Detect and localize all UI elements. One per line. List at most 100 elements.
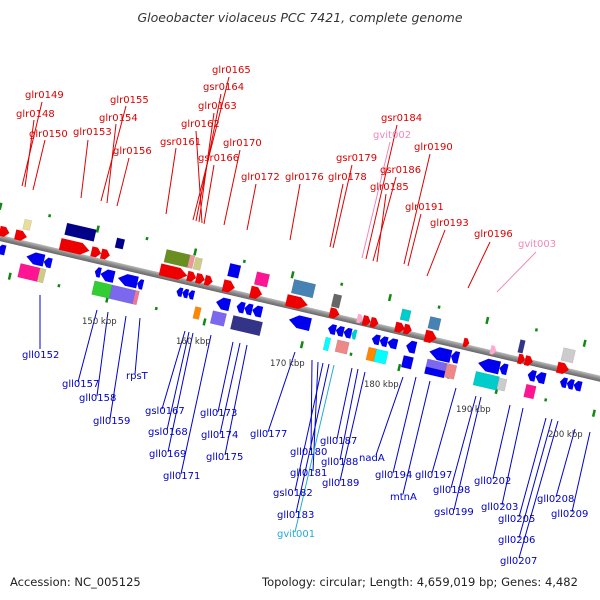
gene-feature[interactable] [443,363,458,380]
reverse-gene-arrow[interactable] [99,268,116,283]
gene-feature[interactable] [209,310,227,327]
forward-gene-label[interactable]: gsr0161 [160,137,201,148]
forward-gene-arrow[interactable] [361,315,372,327]
forward-gene-label[interactable]: glr0178 [328,172,367,183]
gene-feature[interactable] [517,339,526,354]
reverse-gene-arrow[interactable] [559,377,568,389]
reverse-gene-label[interactable]: rpsT [126,371,149,382]
reverse-gene-label[interactable]: gll0157 [62,379,99,390]
reverse-gene-label[interactable]: gll0159 [93,416,130,427]
reverse-gene-label[interactable]: gll0177 [250,429,287,440]
forward-gene-label[interactable]: glr0190 [414,142,453,153]
gene-feature[interactable] [17,263,41,282]
reverse-gene-label[interactable]: gll0208 [537,494,574,505]
forward-gene-label[interactable]: glr0150 [29,129,68,140]
reverse-gene-arrow[interactable] [187,290,196,300]
reverse-gene-label[interactable]: gll0169 [149,449,186,460]
reverse-gene-arrow[interactable] [405,340,418,354]
reverse-gene-arrow[interactable] [288,313,312,332]
forward-gene-arrow[interactable] [369,316,380,329]
reverse-gene-label[interactable]: gll0197 [415,470,452,481]
reverse-gene-label[interactable]: gll0158 [79,393,116,404]
reverse-gene-label[interactable]: gll0202 [474,476,511,487]
gene-feature[interactable] [472,370,500,391]
reverse-gene-label[interactable]: gll0181 [290,468,327,479]
reverse-gene-arrow[interactable] [94,267,102,278]
reverse-gene-label[interactable]: gll0207 [500,556,537,567]
forward-gene-label[interactable]: gsr0164 [203,82,244,93]
gene-feature[interactable] [227,262,242,279]
forward-gene-arrow[interactable] [14,229,28,242]
forward-gene-label[interactable]: glr0170 [223,138,262,149]
forward-gene-arrow[interactable] [249,285,263,300]
reverse-gene-arrow[interactable] [335,325,345,337]
gene-feature[interactable] [108,284,136,305]
gene-feature[interactable] [114,237,126,250]
reverse-gene-label[interactable]: gll0198 [433,485,470,496]
reverse-gene-arrow[interactable] [243,303,254,316]
reverse-gene-arrow[interactable] [327,323,337,335]
reverse-gene-label[interactable]: gll0187 [320,436,357,447]
forward-gene-label[interactable]: gsr0184 [381,113,422,124]
forward-gene-arrow[interactable] [99,248,111,261]
forward-gene-arrow[interactable] [186,270,197,283]
reverse-gene-label[interactable]: gll0175 [206,452,243,463]
forward-gene-arrow[interactable] [394,321,406,334]
gene-feature[interactable] [186,254,196,269]
reverse-gene-label[interactable]: gll0180 [290,447,327,458]
forward-gene-arrow[interactable] [462,337,470,348]
reverse-gene-arrow[interactable] [215,296,232,312]
reverse-gene-arrow[interactable] [526,369,537,382]
forward-gene-arrow[interactable] [203,275,214,287]
forward-gene-label[interactable]: glr0162 [181,119,220,130]
forward-gene-label[interactable]: glr0163 [198,101,237,112]
forward-gene-arrow[interactable] [90,246,102,258]
reverse-gene-arrow[interactable] [350,329,358,340]
reverse-gene-arrow[interactable] [450,350,461,364]
reverse-gene-label[interactable]: gvit001 [277,529,315,540]
gene-feature[interactable] [330,293,343,309]
gene-feature[interactable] [91,280,113,299]
forward-gene-arrow[interactable] [402,323,413,336]
gene-feature[interactable] [64,222,97,242]
reverse-gene-arrow[interactable] [175,287,184,297]
reverse-gene-label[interactable]: mtnA [390,492,417,503]
forward-gene-arrow[interactable] [194,272,206,285]
reverse-gene-arrow[interactable] [117,272,139,289]
forward-gene-label[interactable]: glr0153 [73,127,112,138]
gene-feature[interactable] [427,316,442,331]
reverse-gene-arrow[interactable] [477,357,501,375]
gene-feature[interactable] [373,348,389,365]
reverse-gene-arrow[interactable] [342,327,353,339]
gene-feature[interactable] [496,377,508,392]
reverse-gene-label[interactable]: gll0206 [498,535,535,546]
forward-gene-arrow[interactable] [489,345,497,355]
forward-gene-arrow[interactable] [0,225,11,238]
gene-feature[interactable] [560,347,576,364]
reverse-gene-arrow[interactable] [386,337,399,350]
forward-gene-arrow[interactable] [356,313,364,324]
forward-gene-label[interactable]: glr0154 [99,113,138,124]
reverse-gene-label[interactable]: gll0194 [375,470,412,481]
reverse-gene-arrow[interactable] [43,257,53,269]
forward-gene-label[interactable]: glr0148 [16,109,55,120]
gene-feature[interactable] [192,256,203,271]
reverse-gene-label[interactable]: gsl0182 [273,488,313,499]
forward-gene-label[interactable]: glr0149 [25,90,64,101]
gene-feature[interactable] [132,290,140,306]
reverse-gene-arrow[interactable] [428,345,453,363]
forward-gene-label[interactable]: glr0196 [474,229,513,240]
reverse-gene-label[interactable]: gll0209 [551,509,588,520]
reverse-gene-label[interactable]: gll0173 [200,408,237,419]
forward-gene-arrow[interactable] [517,353,526,365]
reverse-gene-arrow[interactable] [498,363,509,376]
gene-feature[interactable] [192,306,202,320]
forward-gene-arrow[interactable] [423,329,438,344]
forward-gene-label[interactable]: glr0176 [285,172,324,183]
gene-feature[interactable] [290,279,317,299]
forward-gene-arrow[interactable] [328,307,341,319]
forward-gene-arrow[interactable] [58,238,91,257]
forward-gene-label[interactable]: gvit002 [373,130,411,141]
reverse-gene-arrow[interactable] [235,301,246,314]
reverse-gene-arrow[interactable] [25,251,46,267]
